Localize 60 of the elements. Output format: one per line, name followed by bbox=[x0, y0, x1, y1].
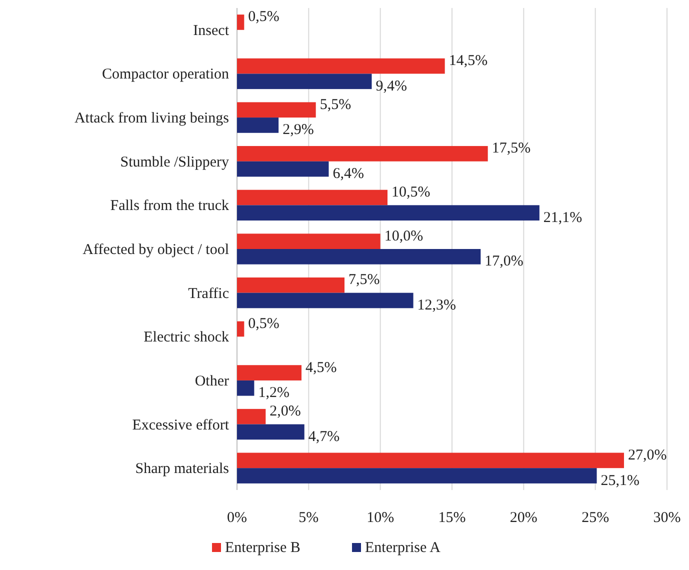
y-tick-label: Excessive effort bbox=[132, 417, 230, 434]
bar bbox=[237, 14, 244, 30]
data-label: 0,5% bbox=[248, 316, 280, 332]
y-tick-label: Attack from living beings bbox=[74, 110, 230, 127]
bar bbox=[237, 118, 279, 133]
bar bbox=[237, 380, 254, 396]
data-label: 10,0% bbox=[384, 228, 424, 244]
bar bbox=[237, 249, 481, 264]
bar bbox=[237, 321, 244, 337]
bar bbox=[237, 205, 540, 221]
bar bbox=[237, 161, 329, 177]
bar bbox=[237, 424, 304, 440]
x-tick-label: 10% bbox=[366, 510, 394, 526]
data-label: 25,1% bbox=[600, 472, 640, 489]
bar bbox=[237, 292, 414, 308]
data-label: 2,0% bbox=[270, 404, 301, 420]
bar bbox=[237, 74, 372, 90]
bar bbox=[237, 146, 488, 162]
data-label: 5,5% bbox=[320, 96, 352, 113]
data-label: 12,3% bbox=[417, 297, 456, 314]
data-label: 6,4% bbox=[332, 166, 364, 182]
bar bbox=[237, 408, 266, 424]
legend-label: Enterprise A bbox=[365, 540, 441, 556]
x-tick-label: 0% bbox=[227, 510, 247, 526]
data-label: 27,0% bbox=[628, 447, 667, 464]
bar bbox=[237, 452, 624, 468]
y-tick-label: Traffic bbox=[188, 286, 230, 302]
y-tick-label: Electric shock bbox=[144, 330, 230, 346]
bar bbox=[237, 234, 380, 249]
bar bbox=[237, 102, 316, 118]
x-tick-label: 5% bbox=[298, 510, 319, 526]
x-tick-label: 20% bbox=[510, 510, 538, 526]
data-label: 9,4% bbox=[376, 78, 407, 94]
y-tick-label: Sharp materials bbox=[135, 461, 230, 478]
x-tick-label: 15% bbox=[438, 510, 466, 526]
data-label: 21,1% bbox=[543, 210, 582, 226]
y-tick-label: Other bbox=[194, 373, 229, 390]
data-label: 2,9% bbox=[282, 122, 314, 138]
bar bbox=[237, 277, 344, 293]
y-tick-label: Falls from the truck bbox=[110, 198, 230, 214]
bar bbox=[237, 365, 302, 380]
y-tick-label: Stumble /Slippery bbox=[120, 154, 230, 170]
y-tick-label: Insect bbox=[193, 22, 230, 39]
data-label: 0,5% bbox=[248, 9, 280, 26]
y-tick-label: Affected by object / tool bbox=[82, 242, 229, 258]
data-label: 14,5% bbox=[448, 53, 488, 70]
data-label: 4,5% bbox=[306, 360, 337, 376]
x-tick-label: 25% bbox=[582, 510, 610, 526]
data-label: 10,5% bbox=[392, 184, 430, 201]
bar bbox=[237, 58, 445, 74]
data-label: 1,2% bbox=[258, 385, 290, 402]
data-label: 7,5% bbox=[348, 272, 380, 288]
legend-label: Enterprise B bbox=[225, 540, 300, 556]
y-tick-label: Compactor operation bbox=[102, 66, 230, 83]
data-label: 4,7% bbox=[308, 428, 340, 445]
data-label: 17,0% bbox=[484, 254, 524, 270]
bar bbox=[237, 190, 388, 206]
x-tick-label: 30% bbox=[653, 510, 681, 526]
bar bbox=[237, 468, 597, 484]
data-label: 17,5% bbox=[492, 140, 531, 157]
